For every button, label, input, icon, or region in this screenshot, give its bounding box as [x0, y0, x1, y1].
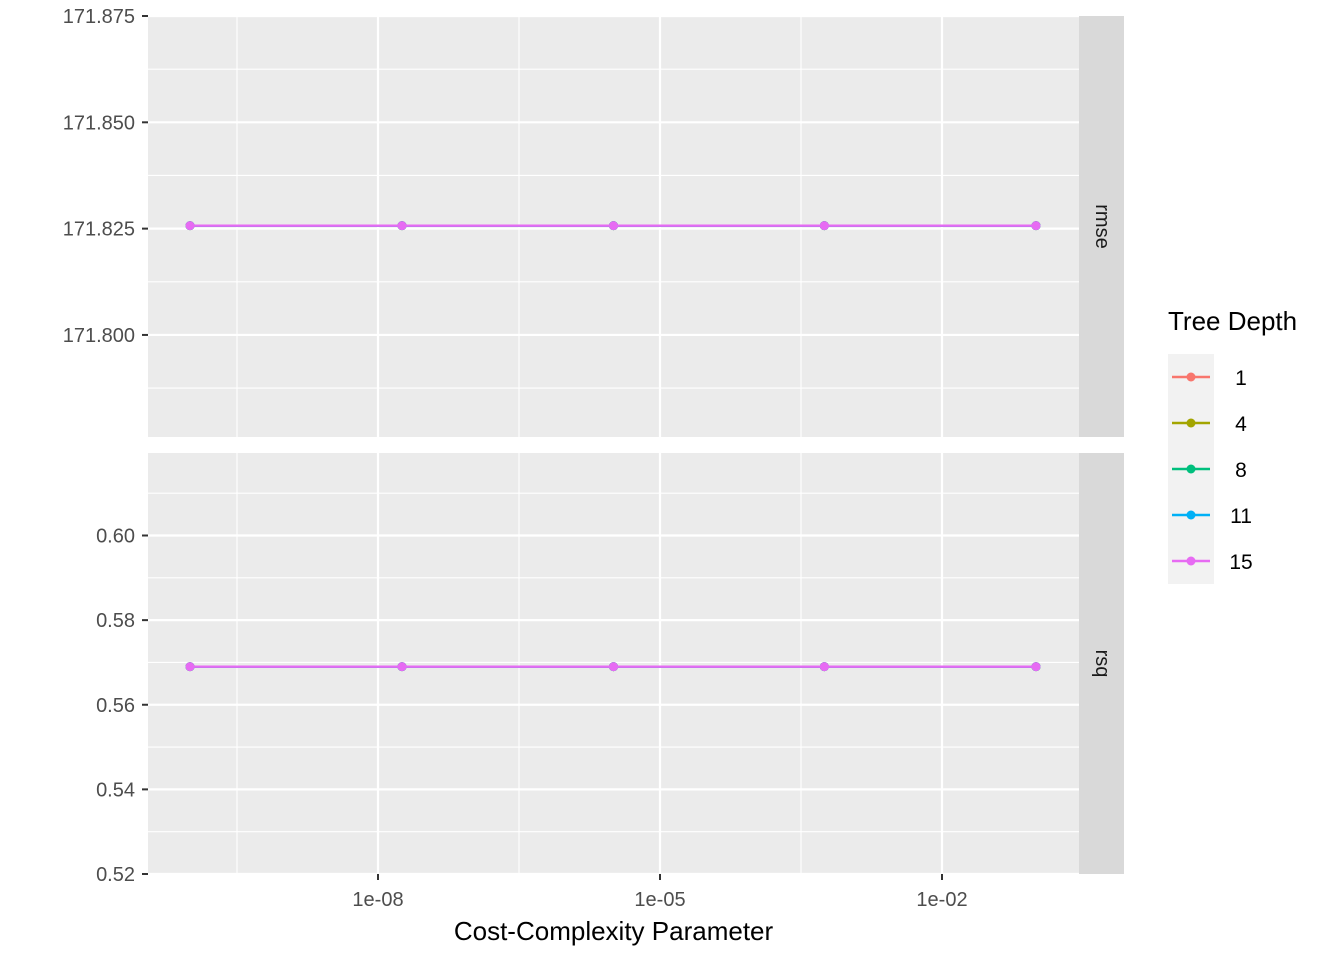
legend-key-point — [1186, 510, 1196, 520]
legend: Tree Depth 1 4 8 11 15 — [1168, 306, 1297, 584]
legend-label: 15 — [1229, 551, 1252, 574]
data-point-15 — [185, 662, 195, 672]
data-point-15 — [1031, 221, 1041, 231]
legend-item-15: 15 — [1172, 551, 1253, 574]
y-tick-label: 171.875 — [63, 6, 135, 28]
legend-item-11: 11 — [1172, 505, 1252, 528]
legend-label: 4 — [1235, 413, 1247, 436]
data-point-15 — [397, 221, 407, 231]
facet-strip-label: rmse — [1091, 204, 1113, 248]
legend-title: Tree Depth — [1168, 306, 1297, 336]
y-tick-label: 0.58 — [96, 610, 135, 632]
legend-label: 11 — [1230, 505, 1252, 528]
legend-key-point — [1186, 372, 1196, 382]
legend-label: 1 — [1235, 367, 1247, 390]
y-tick-label: 0.52 — [96, 864, 135, 886]
y-tick-label: 171.825 — [63, 219, 135, 241]
data-point-15 — [819, 662, 829, 672]
facet-panel-rmse: 171.800 171.825 171.850 171.875 rmse — [63, 6, 1124, 437]
x-tick-label: 1e-05 — [634, 889, 685, 911]
legend-key-point — [1186, 418, 1196, 428]
data-point-15 — [608, 221, 618, 231]
y-tick-label: 0.56 — [96, 695, 135, 717]
legend-label: 8 — [1235, 459, 1247, 482]
facet-strip-label: rsq — [1091, 650, 1113, 678]
data-point-15 — [1031, 662, 1041, 672]
x-tick-label: 1e-02 — [916, 889, 967, 911]
x-tick-label: 1e-08 — [352, 889, 403, 911]
data-point-15 — [397, 662, 407, 672]
legend-item-4: 4 — [1172, 413, 1247, 436]
x-axis-title: Cost-Complexity Parameter — [454, 916, 774, 946]
legend-key-point — [1186, 556, 1196, 566]
facet-panel-rsq: 0.52 0.54 0.56 0.58 0.60 rsq — [96, 453, 1124, 886]
y-tick-label: 0.60 — [96, 526, 135, 548]
data-point-15 — [819, 221, 829, 231]
legend-item-8: 8 — [1172, 459, 1247, 482]
facet-strip — [1079, 453, 1124, 874]
y-tick-label: 171.850 — [63, 112, 135, 134]
facet-strip — [1079, 16, 1124, 437]
legend-item-1: 1 — [1172, 367, 1247, 390]
data-point-15 — [185, 221, 195, 231]
legend-key-point — [1186, 464, 1196, 474]
data-point-15 — [608, 662, 618, 672]
y-tick-label: 171.800 — [63, 325, 135, 347]
y-tick-label: 0.54 — [96, 779, 135, 801]
